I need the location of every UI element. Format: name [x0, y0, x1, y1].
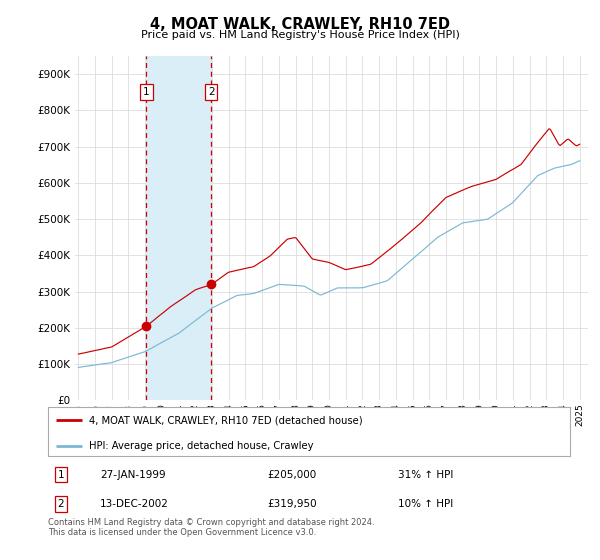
Text: 2: 2 [208, 87, 214, 97]
Text: 1: 1 [58, 470, 64, 479]
Text: HPI: Average price, detached house, Crawley: HPI: Average price, detached house, Craw… [89, 441, 313, 451]
Text: 2: 2 [58, 499, 64, 509]
Text: 31% ↑ HPI: 31% ↑ HPI [398, 470, 453, 479]
Text: Price paid vs. HM Land Registry's House Price Index (HPI): Price paid vs. HM Land Registry's House … [140, 30, 460, 40]
Bar [146, 56, 211, 400]
Text: 4, MOAT WALK, CRAWLEY, RH10 7ED (detached house): 4, MOAT WALK, CRAWLEY, RH10 7ED (detache… [89, 416, 362, 426]
Text: 4, MOAT WALK, CRAWLEY, RH10 7ED: 4, MOAT WALK, CRAWLEY, RH10 7ED [150, 17, 450, 32]
Text: 27-JAN-1999: 27-JAN-1999 [100, 470, 166, 479]
Text: 13-DEC-2002: 13-DEC-2002 [100, 499, 169, 509]
Text: £319,950: £319,950 [267, 499, 317, 509]
Text: Contains HM Land Registry data © Crown copyright and database right 2024.
This d: Contains HM Land Registry data © Crown c… [48, 518, 374, 538]
Text: 10% ↑ HPI: 10% ↑ HPI [398, 499, 453, 509]
Text: £205,000: £205,000 [267, 470, 316, 479]
Text: 1: 1 [143, 87, 149, 97]
